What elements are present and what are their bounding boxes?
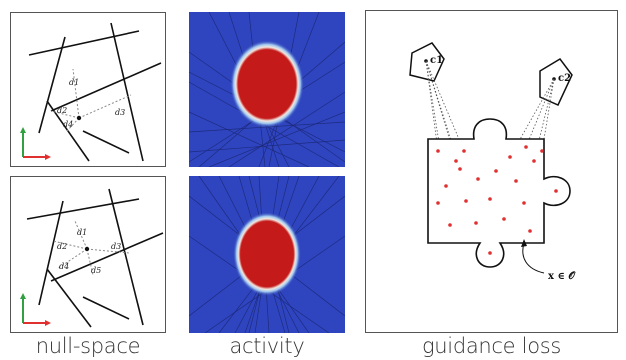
region-outline <box>427 118 571 268</box>
activity-blob <box>233 212 301 296</box>
region-label: x ∈ 𝒪 <box>548 270 576 282</box>
camera-c1-label: c1 <box>430 55 443 66</box>
activity-bottom-image <box>189 176 345 333</box>
distance-label: d2 <box>57 242 67 251</box>
distance-label: d1 <box>69 78 79 87</box>
distance-label: d5 <box>91 266 101 275</box>
activity-top-heatmap <box>189 12 345 167</box>
null-space-bottom-diagram: d1 d2 d3 d4 d5 <box>20 188 164 328</box>
null-space-top-diagram: d1 d2 d3 d4 <box>20 22 162 162</box>
solution-point <box>76 115 82 121</box>
guidance-loss-panel: c1 c2 <box>365 10 618 333</box>
camera-c2-icon <box>539 58 573 106</box>
caption-guidance-loss: guidance loss <box>421 334 562 358</box>
constraint-line <box>50 62 162 112</box>
camera-c2-label: c2 <box>558 73 571 84</box>
null-space-bottom-panel: d1 d2 d3 d4 d5 <box>10 176 166 333</box>
distance-label: d1 <box>77 228 87 237</box>
null-space-top-panel: d1 d2 d3 d4 <box>10 12 166 167</box>
constraint-line <box>82 130 130 154</box>
constraint-line <box>28 30 140 56</box>
distance-label: d4 <box>63 120 73 129</box>
activity-top-image <box>189 12 345 167</box>
caption-null-space: null-space <box>35 334 141 358</box>
solution-point <box>84 246 90 252</box>
distance-label: d3 <box>115 108 125 117</box>
guidance-loss-diagram: c1 c2 <box>409 42 576 282</box>
constraint-line <box>38 36 66 134</box>
distance-label: d2 <box>57 106 67 115</box>
constraint-line <box>110 22 144 162</box>
activity-bottom-heatmap <box>189 176 345 333</box>
annotation-arrow <box>522 242 545 274</box>
constraint-line <box>46 100 90 162</box>
sample-points <box>436 145 558 255</box>
activity-blob <box>230 40 304 128</box>
distance-label: d3 <box>111 242 121 251</box>
caption-activity: activity <box>229 334 305 358</box>
distance-label: d4 <box>59 262 69 271</box>
